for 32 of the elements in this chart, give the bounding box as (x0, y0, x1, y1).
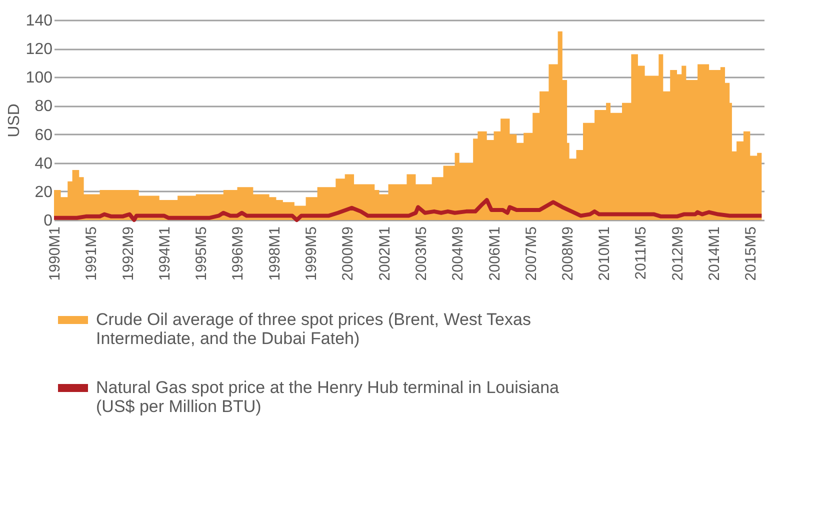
x-tick-label: 2012M9 (670, 226, 687, 281)
x-tick-label: 1995M5 (192, 226, 210, 281)
x-tick-label: 2008M9 (560, 226, 577, 281)
x-tick-label: 1994M1 (156, 226, 174, 281)
x-tick-label: 2010M1 (596, 226, 614, 281)
y-tick-label: 80 (34, 98, 53, 116)
y-tick-label: 0 (44, 212, 53, 230)
x-tick-label: 2007M5 (522, 226, 540, 281)
x-tick-label: 2000M9 (340, 226, 357, 281)
y-tick-label: 40 (34, 155, 53, 172)
x-tick-label: 1996M9 (230, 226, 247, 281)
line-series (52, 198, 764, 222)
x-tick-label: 1999M5 (302, 226, 320, 281)
y-tick-label: 60 (34, 126, 53, 144)
legend-label: Crude Oil average of three spot prices (Brent, West Texas Intermediate, and the Dubai Fateh) (96, 310, 531, 348)
y-axis-title: USD (6, 104, 23, 138)
y-tick-label: 120 (26, 41, 53, 58)
x-tick-label: 2006M1 (486, 226, 504, 281)
x-tick-label: 2015M5 (742, 226, 760, 281)
x-tick-label: 2014M1 (706, 226, 724, 281)
x-tick-label: 2011M5 (632, 226, 650, 280)
legend-label: Natural Gas spot price at the Henry Hub terminal in Louisiana (US$ per Million BTU) (96, 378, 560, 416)
y-tick-label: 140 (26, 12, 53, 30)
x-tick-label: 2002M1 (376, 226, 394, 281)
x-tick-label: 2003M5 (412, 226, 430, 281)
x-tick-label: 2004M9 (450, 226, 467, 281)
x-tick-label: 1998M1 (266, 226, 284, 281)
y-tick-label: 100 (26, 70, 53, 87)
x-tick-label: 1990M1 (46, 226, 64, 281)
y-tick-label: 20 (34, 184, 53, 201)
x-tick-label: 1991M5 (82, 226, 100, 281)
x-tick-label: 1992M9 (120, 226, 137, 281)
